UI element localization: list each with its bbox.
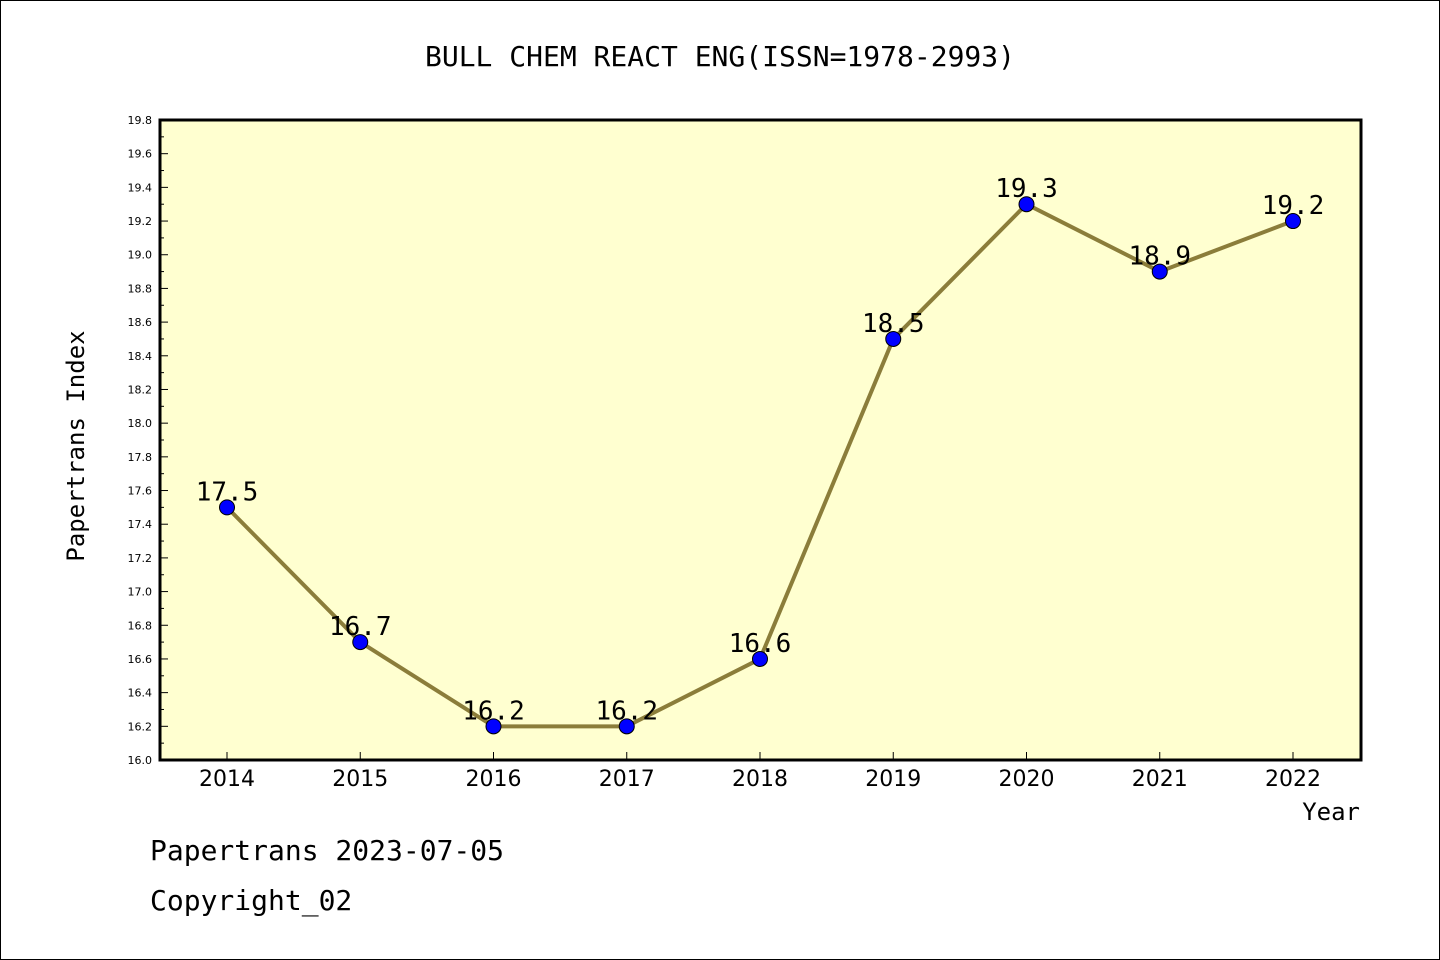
x-tick-label: 2018	[732, 767, 788, 792]
data-label: 16.7	[329, 612, 392, 642]
x-tick-label: 2017	[599, 767, 655, 792]
y-axis: 16.0 16.2 16.4 16.6 16.8 17.0 17.2 17.4 17.6 17.8…	[128, 114, 168, 767]
y-tick-label: 16.2	[128, 720, 153, 733]
x-tick-label: 2021	[1132, 767, 1188, 792]
y-tick-label: 16.0	[128, 754, 153, 767]
data-label: 16.6	[729, 629, 792, 659]
data-point	[752, 650, 768, 667]
x-tick-label: 2022	[1265, 767, 1321, 792]
data-labels: 17.5 16.7 16.2 16.2 16.6 18.5 19.3 18.9 19.2	[196, 174, 1325, 726]
data-point	[885, 330, 902, 347]
plot-border	[158, 118, 1363, 762]
y-tick-label: 17.4	[128, 518, 153, 531]
y-tick-label: 19.8	[128, 114, 153, 127]
x-axis-label: Year	[1302, 798, 1360, 826]
y-tick-label: 17.0	[128, 586, 153, 599]
data-label: 19.3	[995, 174, 1058, 204]
y-tick-label: 16.6	[128, 653, 153, 666]
data-label: 19.2	[1262, 191, 1325, 221]
y-tick-label: 17.8	[128, 451, 153, 464]
y-axis-label: Papertrans Index	[62, 330, 90, 561]
x-tick-label: 2016	[466, 767, 522, 792]
data-point	[618, 718, 635, 735]
y-tick-label: 18.8	[128, 282, 153, 295]
y-tick-label: 18.4	[128, 350, 153, 363]
series-line	[219, 196, 1301, 735]
data-point	[219, 499, 235, 516]
footer-copyright: Copyright_02	[150, 884, 353, 917]
data-label: 16.2	[462, 696, 525, 726]
data-point	[352, 634, 369, 651]
data-label: 18.5	[862, 309, 925, 339]
footer-date: Papertrans 2023-07-05	[150, 834, 505, 867]
x-axis: 2014 2015 2016 2017 2018 2019 2020 2021 2022	[199, 752, 1321, 792]
data-point	[1151, 263, 1168, 280]
data-label: 18.9	[1128, 242, 1191, 272]
y-tick-label: 18.2	[128, 383, 153, 396]
data-label: 16.2	[595, 696, 658, 726]
y-tick-label: 17.2	[128, 552, 153, 565]
y-tick-label: 19.4	[128, 181, 153, 194]
x-tick-label: 2015	[332, 767, 388, 792]
chart-title: BULL CHEM REACT ENG(ISSN=1978-2993)	[425, 40, 1015, 73]
data-point	[1018, 196, 1035, 213]
x-tick-label: 2020	[999, 767, 1055, 792]
y-tick-label: 16.8	[128, 619, 153, 632]
x-tick-label: 2019	[865, 767, 921, 792]
data-point	[1285, 213, 1301, 230]
y-tick-label: 19.0	[128, 249, 153, 262]
data-point	[485, 718, 502, 735]
y-tick-label: 16.4	[128, 687, 153, 700]
data-label: 17.5	[196, 477, 259, 507]
x-tick-label: 2014	[199, 767, 255, 792]
y-tick-label: 18.6	[128, 316, 153, 329]
y-tick-label: 19.2	[128, 215, 153, 228]
y-tick-label: 17.6	[128, 485, 153, 498]
y-tick-label: 18.0	[128, 417, 153, 430]
y-tick-label: 19.6	[128, 148, 153, 161]
